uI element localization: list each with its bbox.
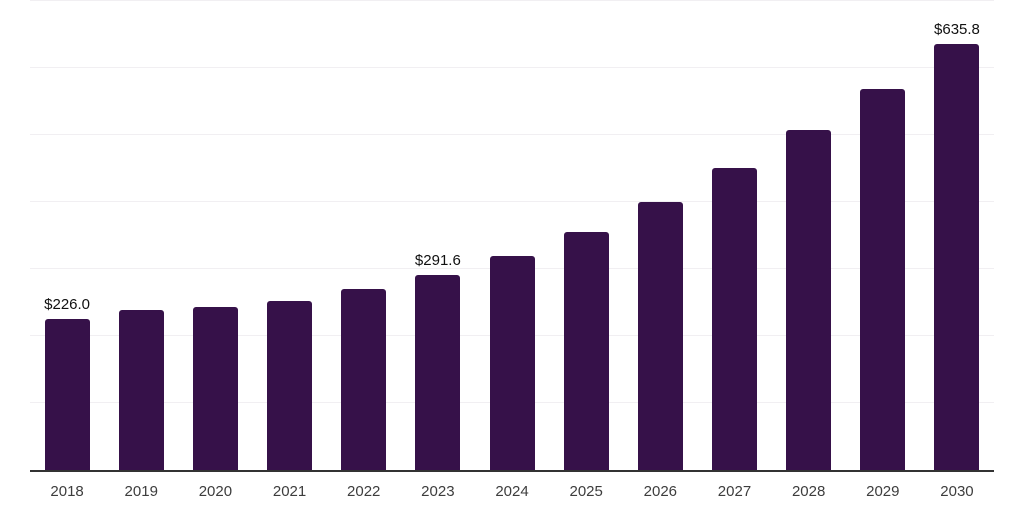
bar-slot-2026 (623, 0, 697, 470)
bar-2030 (934, 44, 980, 470)
bar-slot-2024 (475, 0, 549, 470)
bar-value-label-2030: $635.8 (934, 21, 980, 39)
x-tick-label-2020: 2020 (198, 483, 233, 500)
x-tick-label-2021: 2021 (272, 483, 307, 500)
bar-2027 (711, 167, 757, 470)
bar-2024 (489, 256, 535, 470)
bar-2029 (860, 89, 906, 470)
bar-2018 (44, 318, 90, 470)
bar-slot-2021 (252, 0, 326, 470)
x-tick-label-2028: 2028 (791, 483, 826, 500)
bar-slot-2020 (178, 0, 252, 470)
bar-2023 (415, 274, 461, 470)
bar-slot-2029 (846, 0, 920, 470)
bar-slot-2030: $635.8 (920, 0, 994, 470)
bar-slot-2028 (772, 0, 846, 470)
plot-area: $226.0 $291.6 $635.8 (30, 0, 994, 472)
bar-slot-2022 (327, 0, 401, 470)
bar-2026 (637, 202, 683, 470)
gridline (30, 0, 994, 1)
gridline (30, 67, 994, 68)
bar-value-label-2023: $291.6 (414, 251, 461, 269)
x-tick-label-2026: 2026 (643, 483, 678, 500)
x-axis-line (30, 470, 994, 472)
bar-2021 (267, 300, 313, 470)
bar-2028 (786, 130, 832, 470)
x-tick-label-2030: 2030 (940, 483, 974, 500)
x-tick-label-2022: 2022 (347, 483, 381, 500)
x-tick-label-2025: 2025 (569, 483, 603, 500)
bar-slot-2027 (697, 0, 771, 470)
bar-value-label-2018: $226.0 (44, 295, 91, 313)
bar-2020 (192, 306, 238, 470)
x-tick-label-2027: 2027 (717, 483, 752, 500)
x-tick-label-2023: 2023 (421, 483, 455, 500)
bar-2022 (341, 289, 387, 470)
x-tick-label-2019: 2019 (124, 483, 158, 500)
bar-2019 (118, 309, 164, 470)
x-tick-label-2018: 2018 (50, 483, 84, 500)
gridline (30, 134, 994, 135)
x-tick-label-2024: 2024 (495, 483, 529, 500)
bars-row: $226.0 $291.6 $635.8 (30, 0, 994, 470)
bar-slot-2023: $291.6 (401, 0, 475, 470)
bar-slot-2018: $226.0 (30, 0, 104, 470)
x-tick-label-2029: 2029 (866, 483, 900, 500)
bar-slot-2019 (104, 0, 178, 470)
x-axis-labels: 2018 2019 2020 2021 2022 2023 2024 2025 2026 2027… (30, 483, 994, 501)
gridline (30, 201, 994, 202)
bar-2025 (563, 231, 609, 470)
bar-slot-2025 (549, 0, 623, 470)
